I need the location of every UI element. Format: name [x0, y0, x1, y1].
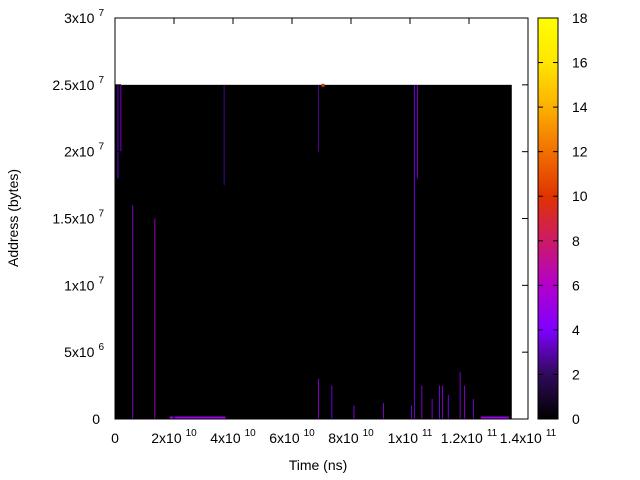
x-tick-label: 1x10 11 — [388, 428, 433, 446]
colorbar-tick-label: 4 — [572, 322, 580, 338]
colorbar-tick-label: 14 — [572, 99, 588, 115]
y-tick-label: 5x10 6 — [64, 342, 104, 360]
colorbar-tick-label: 12 — [572, 144, 588, 160]
y-tick-label: 0 — [92, 411, 100, 427]
x-axis-title: Time (ns) — [289, 457, 348, 473]
heatmap-streak — [223, 84, 225, 186]
colorbar-tick-label: 10 — [572, 188, 588, 204]
y-tick-label: 1x10 7 — [64, 275, 104, 293]
heatmap-streak — [459, 372, 461, 419]
colorbar-tick-label: 18 — [572, 10, 588, 26]
heatmap-streak — [413, 84, 415, 419]
heatmap-streak — [447, 394, 449, 419]
heatmap-streak — [318, 378, 320, 419]
colorbar-tick-label: 8 — [572, 233, 580, 249]
heatmap-streak — [421, 385, 423, 419]
x-tick-label: 1.2x10 11 — [441, 428, 498, 446]
heatmap-band — [169, 416, 226, 419]
colorbar-tick-label: 2 — [572, 366, 580, 382]
heatmap-background — [115, 84, 512, 419]
y-axis-title: Address (bytes) — [5, 169, 21, 267]
colorbar-gradient — [537, 17, 559, 420]
x-tick-label: 8x10 10 — [328, 428, 374, 446]
heatmap-streak — [472, 398, 474, 419]
heatmap-streak — [318, 84, 320, 152]
heatmap-streak — [120, 84, 122, 152]
y-tick-label: 3x10 7 — [64, 8, 104, 26]
y-tick-label: 2x10 7 — [64, 142, 104, 160]
heatmap-band — [480, 416, 509, 419]
x-tick-label: 6x10 10 — [269, 428, 315, 446]
y-axis-ticks: 0 5x10 6 1x10 7 1.5x10 7 2x10 7 2.5x10 7 3x10 7 — [52, 8, 528, 427]
x-tick-label: 0 — [111, 430, 119, 446]
heatmap-hotspot — [321, 83, 325, 87]
heatmap-streak — [117, 84, 119, 179]
heatmap-streak — [154, 218, 156, 419]
y-tick-label: 2.5x10 7 — [52, 75, 104, 93]
heatmap-streak — [353, 405, 355, 419]
heatmap-streak — [132, 205, 134, 419]
heatmap-streak — [331, 385, 333, 419]
x-tick-label: 2x10 10 — [151, 428, 197, 446]
heatmap-layer — [115, 83, 512, 419]
heatmap-streak — [441, 385, 443, 419]
colorbar: 0 2 4 6 8 10 12 14 16 18 — [537, 10, 588, 427]
colorbar-tick-label: 6 — [572, 277, 580, 293]
heatmap-streak — [382, 402, 384, 419]
x-tick-label: 4x10 10 — [210, 428, 256, 446]
colorbar-tick-label: 0 — [572, 411, 580, 427]
heatmap-streak — [410, 405, 412, 419]
heatmap-streak — [431, 398, 433, 419]
colorbar-tick-label: 16 — [572, 55, 588, 71]
heatmap-streak — [464, 385, 466, 419]
x-axis-ticks: 0 2x10 10 4x10 10 6x10 10 8x10 10 1x10 11 1.2x10 11 1… — [111, 18, 557, 446]
colorbar-ticks: 0 2 4 6 8 10 12 14 16 18 — [538, 10, 588, 427]
heatmap-streak — [439, 385, 440, 419]
x-tick-label: 1.4x10 11 — [500, 428, 557, 446]
y-tick-label: 1.5x10 7 — [52, 209, 104, 227]
heatmap-streak — [416, 84, 418, 179]
